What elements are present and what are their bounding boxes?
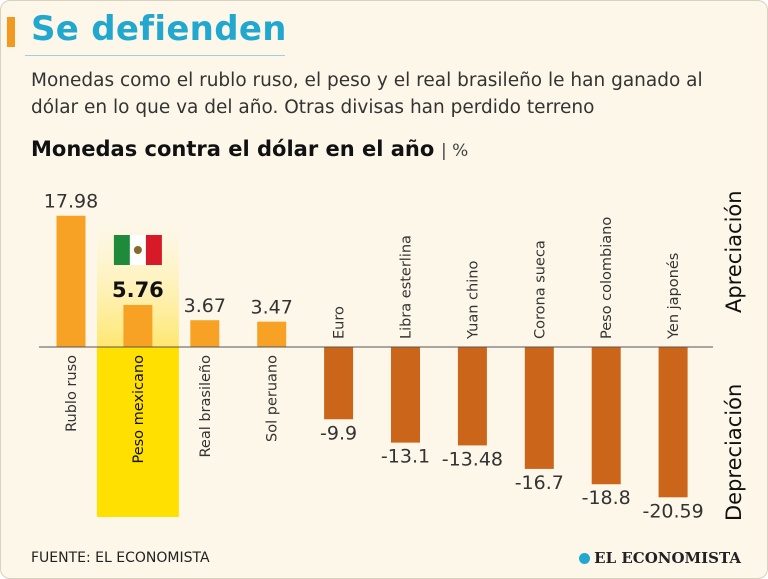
title-underline (25, 55, 285, 56)
value-label-real-brasileno: 3.67 (184, 295, 226, 317)
highlight-band (96, 347, 179, 517)
category-label-corona-sueca: Corona sueca (532, 240, 548, 339)
page-title: Se defienden (31, 9, 287, 49)
brand-logo: EL ECONOMISTA (579, 549, 741, 567)
chart-unit: % (452, 141, 469, 161)
bar-euro (324, 347, 354, 420)
category-label-peso-mexicano: Peso mexicano (131, 355, 147, 464)
bar-yen-japones (658, 347, 688, 498)
bar-rublo-ruso (56, 215, 86, 347)
title-accent-bar (7, 17, 15, 47)
chart-unit-separator: | (440, 141, 453, 161)
source-note: FUENTE: EL ECONOMISTA (31, 550, 210, 566)
bar-corona-sueca (524, 347, 554, 469)
category-label-real-brasileno: Real brasileño (198, 355, 214, 458)
brand-dot-icon (579, 553, 591, 564)
value-label-euro: -9.9 (320, 422, 357, 444)
category-label-rublo-ruso: Rublo ruso (64, 355, 80, 432)
chart-heading-text: Monedas contra el dólar en el año (31, 137, 435, 161)
category-label-yuan-chino: Yuan chino (465, 261, 481, 340)
value-label-peso-colombiano: -18.8 (582, 487, 631, 509)
apreciacion-label: Apreciación (722, 190, 746, 313)
value-label-corona-sueca: -16.7 (515, 472, 564, 494)
category-label-peso-colombiano: Peso colombiano (599, 217, 615, 339)
bar-peso-mexicano (123, 304, 153, 347)
chart-heading: Monedas contra el dólar en el año | % (31, 137, 468, 161)
value-label-peso-mexicano: 5.76 (112, 278, 164, 302)
value-label-yen-japones: -20.59 (642, 500, 703, 522)
category-label-yen-japones: Yen japonés (666, 253, 682, 340)
category-label-libra-esterlina: Libra esterlina (399, 235, 415, 339)
value-label-sol-peruano: 3.47 (251, 297, 293, 319)
value-label-libra-esterlina: -13.1 (381, 446, 430, 468)
bar-real-brasileno (190, 320, 220, 347)
labels-group: 17.98 Rublo ruso 5.76 Peso mexicano 3.67 Real… (44, 191, 704, 523)
subtitle: Monedas como el rublo ruso, el peso y el… (31, 70, 703, 118)
value-label-yuan-chino: -13.48 (442, 448, 503, 470)
bar-yuan-chino (457, 347, 487, 446)
bar-peso-colombiano (591, 347, 621, 485)
bars-group (56, 215, 688, 498)
bar-libra-esterlina (391, 347, 420, 443)
depreciacion-label: Depreciación (722, 384, 746, 521)
bar-sol-peruano (257, 321, 287, 347)
category-label-sol-peruano: Sol peruano (265, 355, 281, 442)
category-label-euro: Euro (332, 306, 348, 339)
brand-name: EL ECONOMISTA (594, 549, 741, 567)
mexico-flag-icon (113, 235, 162, 265)
value-label-rublo-ruso: 17.98 (44, 191, 98, 213)
